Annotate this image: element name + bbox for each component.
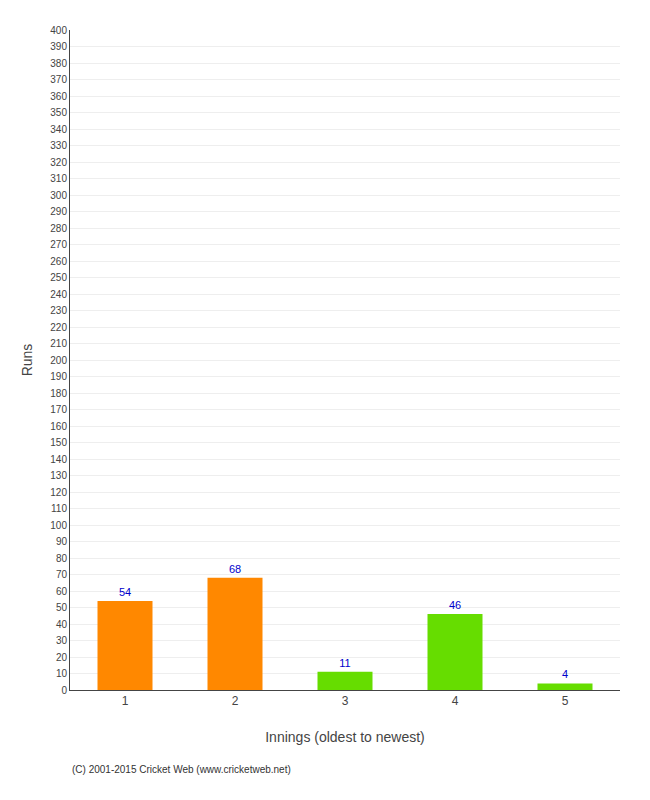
svg-text:360: 360 <box>50 91 67 102</box>
svg-text:68: 68 <box>229 563 241 575</box>
svg-text:30: 30 <box>56 635 68 646</box>
svg-text:190: 190 <box>50 371 67 382</box>
svg-text:340: 340 <box>50 124 67 135</box>
svg-text:4: 4 <box>562 668 568 680</box>
svg-text:260: 260 <box>50 256 67 267</box>
svg-text:3: 3 <box>342 694 349 708</box>
svg-text:250: 250 <box>50 272 67 283</box>
svg-text:210: 210 <box>50 338 67 349</box>
svg-text:20: 20 <box>56 652 68 663</box>
svg-text:60: 60 <box>56 586 68 597</box>
svg-text:110: 110 <box>51 503 67 514</box>
svg-text:40: 40 <box>56 619 68 630</box>
svg-text:320: 320 <box>50 157 67 168</box>
svg-text:100: 100 <box>50 520 67 531</box>
svg-text:200: 200 <box>50 355 67 366</box>
svg-text:Runs: Runs <box>19 344 35 377</box>
svg-text:4: 4 <box>452 694 459 708</box>
svg-text:270: 270 <box>50 239 67 250</box>
svg-text:80: 80 <box>56 553 68 564</box>
svg-text:330: 330 <box>50 140 67 151</box>
svg-text:380: 380 <box>50 58 67 69</box>
svg-text:310: 310 <box>50 173 67 184</box>
svg-text:0: 0 <box>61 685 67 696</box>
svg-text:10: 10 <box>56 668 68 679</box>
svg-text:290: 290 <box>50 206 67 217</box>
svg-text:400: 400 <box>50 25 67 36</box>
svg-text:300: 300 <box>50 190 67 201</box>
svg-text:280: 280 <box>50 223 67 234</box>
svg-text:70: 70 <box>56 569 68 580</box>
svg-text:390: 390 <box>50 41 67 52</box>
svg-text:240: 240 <box>50 289 67 300</box>
svg-text:170: 170 <box>50 404 67 415</box>
svg-text:140: 140 <box>50 454 67 465</box>
svg-text:120: 120 <box>50 487 67 498</box>
svg-text:11: 11 <box>339 657 350 669</box>
svg-text:54: 54 <box>119 586 131 598</box>
svg-text:(C) 2001-2015 Cricket Web (www: (C) 2001-2015 Cricket Web (www.cricketwe… <box>72 764 291 775</box>
svg-text:180: 180 <box>50 388 67 399</box>
svg-text:46: 46 <box>449 599 461 611</box>
svg-text:220: 220 <box>50 322 67 333</box>
svg-text:160: 160 <box>50 421 67 432</box>
svg-text:150: 150 <box>50 437 67 448</box>
svg-text:2: 2 <box>232 694 239 708</box>
svg-text:370: 370 <box>50 74 67 85</box>
svg-text:50: 50 <box>56 602 68 613</box>
svg-text:350: 350 <box>50 107 67 118</box>
svg-text:5: 5 <box>562 694 569 708</box>
svg-text:130: 130 <box>50 470 67 481</box>
svg-text:Innings (oldest to newest): Innings (oldest to newest) <box>265 729 425 745</box>
svg-text:90: 90 <box>56 536 68 547</box>
svg-text:1: 1 <box>122 694 129 708</box>
svg-text:230: 230 <box>50 305 67 316</box>
